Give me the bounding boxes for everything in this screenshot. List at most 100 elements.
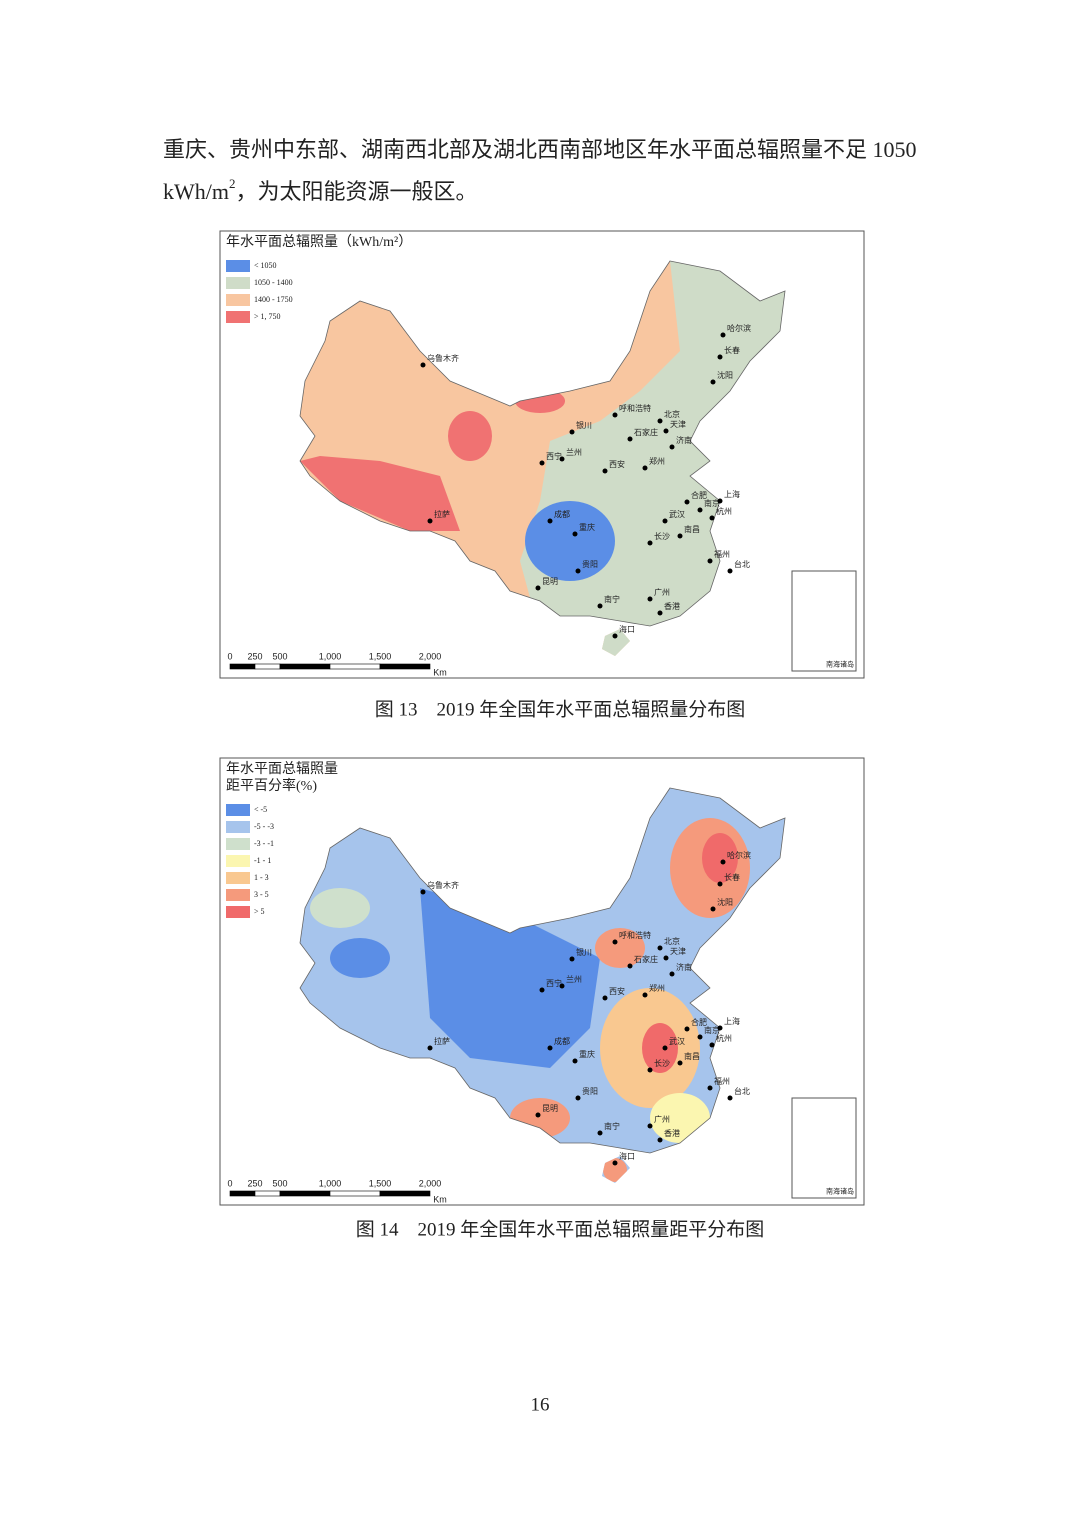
city-label: 合肥	[691, 490, 707, 500]
city-label: 南宁	[604, 1121, 620, 1131]
legend-label: > 5	[254, 907, 265, 916]
city-dot	[657, 1137, 663, 1143]
city-label: 沈阳	[717, 897, 733, 907]
city-dot	[427, 1045, 433, 1051]
legend-title: 距平百分率(%)	[226, 777, 317, 794]
legend-swatch	[226, 294, 250, 306]
city-dot	[697, 1034, 703, 1040]
city-dot	[720, 859, 726, 865]
city-dot	[720, 332, 726, 338]
city-dot	[572, 1058, 578, 1064]
city-label: 济南	[676, 962, 692, 972]
legend-label: < 1050	[254, 261, 277, 270]
city-dot	[717, 498, 723, 504]
city-dot	[717, 354, 723, 360]
city-dot	[427, 518, 433, 524]
city-dot	[627, 436, 633, 442]
city-label: 北京	[664, 409, 680, 419]
scale-segment	[229, 663, 256, 670]
city-dot	[657, 945, 663, 951]
city-label: 天津	[670, 946, 686, 956]
city-label: 长沙	[654, 531, 670, 541]
city-label: 成都	[554, 1036, 570, 1046]
city-dot	[669, 444, 675, 450]
city-label: 呼和浩特	[619, 403, 651, 413]
legend-title: 年水平面总辐照量（kWh/m²）	[226, 234, 412, 250]
city-dot	[559, 456, 565, 462]
city-label: 福州	[714, 550, 730, 559]
city-dot	[647, 1067, 653, 1073]
city-dot	[684, 1026, 690, 1032]
city-dot	[602, 468, 608, 474]
city-dot	[547, 1045, 553, 1051]
city-dot	[642, 992, 648, 998]
city-label: 福州	[714, 1077, 730, 1086]
city-label: 南京	[704, 1025, 720, 1035]
legend-label: 1 - 3	[254, 873, 269, 882]
page-number: 16	[531, 1394, 550, 1415]
legend-label: -1 - 1	[254, 856, 271, 865]
city-label: 西宁	[546, 978, 562, 988]
legend-swatch	[226, 906, 250, 918]
city-dot	[684, 499, 690, 505]
city-label: 台北	[734, 559, 750, 569]
city-dot	[647, 1123, 653, 1129]
city-label: 合肥	[691, 1017, 707, 1027]
city-dot	[597, 1130, 603, 1136]
scale-label: 1,500	[369, 651, 392, 661]
scale-label: 2,000	[419, 1178, 442, 1188]
city-dot	[709, 515, 715, 521]
city-label: 南京	[704, 498, 720, 508]
city-label: 南宁	[604, 594, 620, 604]
inset-frame	[791, 1097, 857, 1199]
city-dot	[657, 610, 663, 616]
city-dot	[662, 1045, 668, 1051]
scale-label: 0	[227, 651, 232, 661]
city-dot	[535, 585, 541, 591]
city-dot	[669, 971, 675, 977]
scale-segment	[254, 1190, 281, 1197]
city-dot	[597, 603, 603, 609]
legend-swatch	[226, 804, 250, 816]
map-figure: 年水平面总辐照量（kWh/m²） < 1050 1050 - 1400 1400 - …	[219, 230, 865, 679]
city-dot	[727, 568, 733, 574]
city-dot	[602, 995, 608, 1001]
city-label: 南昌	[684, 1051, 700, 1061]
city-label: 昆明	[542, 577, 558, 586]
city-dot	[717, 881, 723, 887]
legend-swatch	[226, 260, 250, 272]
city-label: 兰州	[566, 974, 582, 984]
scale-segment	[279, 663, 331, 670]
city-dot	[572, 531, 578, 537]
city-label: 济南	[676, 435, 692, 445]
city-dot	[707, 558, 713, 564]
city-dot	[420, 889, 426, 895]
scale-label: 0	[227, 1178, 232, 1188]
figure-caption: 图 13 2019 年全国年水平面总辐照量分布图	[375, 698, 746, 720]
city-dot	[697, 507, 703, 513]
city-label: 成都	[554, 509, 570, 519]
city-dot	[575, 568, 581, 574]
legend-swatch	[226, 838, 250, 850]
city-dot	[710, 379, 716, 385]
city-label: 石家庄	[634, 954, 658, 964]
city-dot	[535, 1112, 541, 1118]
city-dot	[569, 429, 575, 435]
legend-swatch	[226, 821, 250, 833]
legend-label: -3 - -1	[254, 839, 274, 848]
city-label: 西宁	[546, 451, 562, 461]
city-label: 郑州	[649, 456, 665, 466]
city-dot	[575, 1095, 581, 1101]
city-label: 杭州	[716, 1033, 732, 1043]
legend-label: < -5	[254, 805, 267, 814]
city-label: 北京	[664, 936, 680, 946]
city-dot	[612, 412, 618, 418]
city-dot	[677, 1060, 683, 1066]
city-label: 郑州	[649, 983, 665, 993]
scale-segment	[329, 1190, 381, 1197]
inset-frame	[791, 570, 857, 672]
city-label: 贵阳	[582, 559, 598, 569]
scale-label: 2,000	[419, 651, 442, 661]
